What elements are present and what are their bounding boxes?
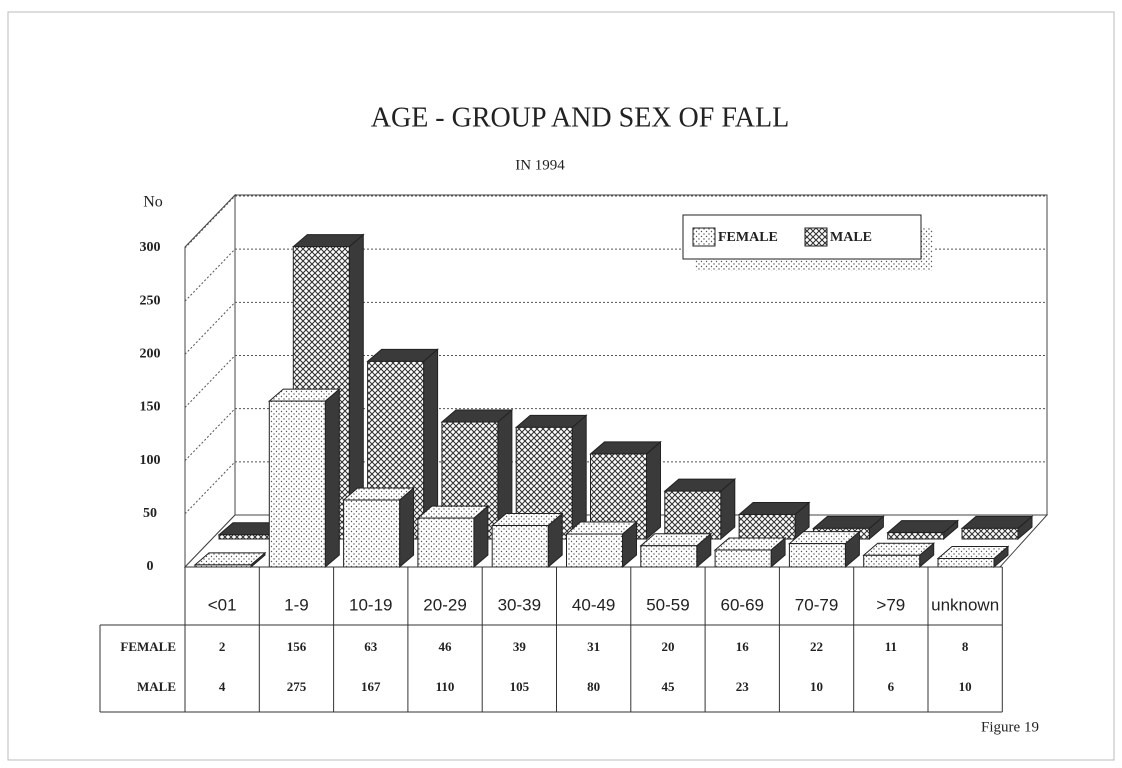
y-tick-label: 300: [140, 240, 161, 255]
table-value: 156: [287, 639, 307, 654]
bar-side: [571, 414, 587, 541]
bar: [788, 530, 861, 569]
bar: [663, 478, 737, 541]
bar-front: [218, 534, 276, 540]
table-value: 31: [587, 639, 600, 654]
table-value: 10: [959, 679, 972, 694]
y-tick-label: 50: [143, 506, 157, 521]
x-tick-label: >79: [876, 595, 905, 614]
y-tick-label: 200: [140, 347, 161, 362]
legend-label: FEMALE: [718, 230, 778, 245]
grid-line-side: [184, 248, 236, 302]
bar-side: [399, 486, 415, 569]
grid-line-side: [184, 408, 236, 462]
y-axis-label: No: [143, 194, 163, 211]
table-value: 16: [736, 639, 750, 654]
bar: [416, 504, 490, 569]
table-value: 4: [219, 679, 226, 694]
bar-front: [664, 490, 722, 540]
bar-side: [646, 440, 661, 541]
table-value: 23: [736, 679, 750, 694]
bar: [886, 519, 960, 541]
bar-front: [417, 517, 475, 568]
table-row-label: MALE: [137, 679, 176, 694]
x-tick-label: unknown: [931, 595, 999, 614]
y-tick-label: 0: [147, 559, 154, 574]
x-tick-label: 10-19: [349, 595, 392, 614]
bar: [267, 388, 341, 569]
x-tick-label: 20-29: [423, 595, 466, 614]
bar-front: [714, 549, 772, 568]
table-value: 10: [810, 679, 823, 694]
bar: [366, 348, 439, 541]
table-value: 2: [219, 639, 226, 654]
bar-front: [887, 532, 945, 540]
footnote: Figure 19: [981, 719, 1039, 735]
bar: [862, 542, 936, 569]
x-tick-label: 70-79: [795, 595, 838, 614]
x-tick-label: 50-59: [646, 595, 689, 614]
table-value: 167: [361, 679, 381, 694]
bar: [490, 512, 564, 569]
bar-front: [640, 545, 698, 568]
table-value: 110: [436, 679, 455, 694]
bar-front: [863, 554, 921, 568]
bar: [639, 532, 713, 569]
table-value: 63: [364, 639, 378, 654]
table-value: 80: [587, 679, 600, 694]
table-value: 22: [810, 639, 823, 654]
bar-front: [343, 499, 401, 568]
legend-swatch: [804, 227, 828, 247]
bar: [193, 551, 267, 569]
bar-front: [491, 525, 549, 568]
bar: [960, 515, 1034, 541]
table-value: 8: [962, 639, 969, 654]
x-tick-label: 1-9: [284, 595, 309, 614]
x-tick-label: <01: [208, 595, 237, 614]
grid-line-side: [184, 195, 236, 249]
x-tick-label: 40-49: [572, 595, 615, 614]
bar-front: [268, 400, 326, 568]
legend-label: MALE: [830, 230, 872, 245]
x-tick-label: 30-39: [498, 595, 541, 614]
y-tick-label: 250: [140, 293, 161, 308]
bar-front: [788, 543, 846, 568]
table-value: 20: [661, 639, 674, 654]
chart-title: AGE - GROUP AND SEX OF FALL: [371, 102, 789, 133]
bar: [565, 520, 638, 569]
bar: [713, 536, 787, 569]
frame: [7, 11, 1115, 761]
legend-box: [682, 214, 922, 260]
bar-front: [566, 533, 623, 568]
grid-line-side: [184, 355, 236, 408]
y-tick-label: 150: [140, 400, 161, 415]
table-value: 6: [888, 679, 895, 694]
bar-front: [738, 514, 796, 540]
chart-subtitle: IN 1994: [515, 157, 565, 173]
table-row-label: FEMALE: [120, 639, 176, 654]
table-value: 11: [885, 639, 897, 654]
grid-line-side: [184, 461, 236, 515]
table-value: 45: [661, 679, 675, 694]
y-tick-label: 100: [140, 453, 161, 468]
grid-line-side: [184, 301, 236, 355]
legend-swatch: [692, 227, 716, 247]
table-value: 46: [439, 639, 453, 654]
table-value: 275: [287, 679, 307, 694]
bar: [936, 545, 1010, 569]
bar: [737, 501, 811, 541]
bar: [342, 486, 415, 569]
bar-front: [937, 557, 995, 568]
bar-front: [961, 527, 1019, 540]
x-tick-label: 60-69: [721, 595, 764, 614]
table-value: 39: [513, 639, 527, 654]
bar-side: [324, 388, 340, 569]
table-value: 105: [510, 679, 530, 694]
